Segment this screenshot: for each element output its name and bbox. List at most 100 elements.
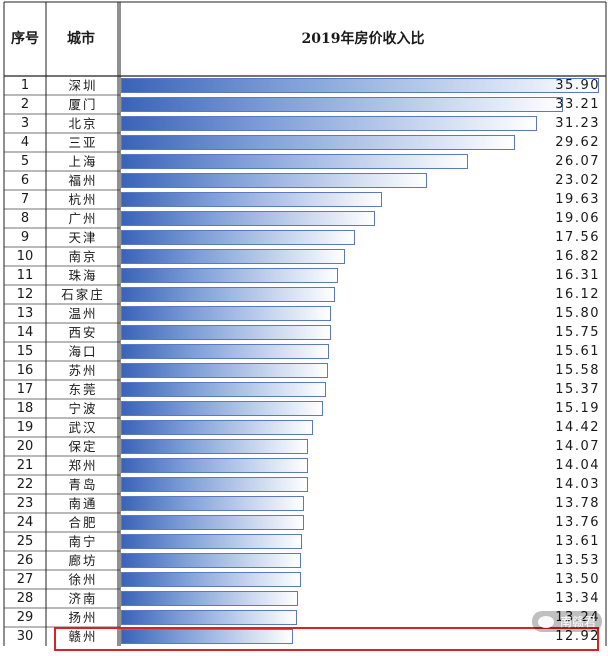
row-city: 石家庄 <box>61 287 105 302</box>
bar-3 <box>121 116 537 131</box>
bar-7 <box>121 192 382 207</box>
bar-6 <box>121 173 427 188</box>
row-city: 扬州 <box>68 610 98 625</box>
row-city: 西安 <box>68 325 98 340</box>
row-rank: 22 <box>16 477 34 492</box>
value-label: 19.06 <box>555 211 600 226</box>
row-rank: 15 <box>16 344 34 359</box>
row-city: 徐州 <box>68 572 98 587</box>
watermark-text: 南赣君 <box>559 615 596 629</box>
value-label: 29.62 <box>555 135 600 150</box>
value-label: 16.12 <box>555 287 600 302</box>
bar-18 <box>121 401 323 416</box>
row-city: 合肥 <box>68 515 98 530</box>
row-rank: 3 <box>20 116 30 131</box>
row-rank: 29 <box>16 610 34 625</box>
value-label: 14.04 <box>555 458 600 473</box>
row-rank: 9 <box>20 230 30 245</box>
value-label: 16.31 <box>555 268 600 283</box>
row-rank: 27 <box>16 572 34 587</box>
row-rank: 23 <box>16 496 34 511</box>
row-rank: 24 <box>16 515 34 530</box>
value-label: 23.02 <box>555 173 600 188</box>
bar-22 <box>121 477 308 492</box>
row-city: 厦门 <box>68 97 98 112</box>
value-label: 26.07 <box>555 154 600 169</box>
bar-8 <box>121 211 375 226</box>
row-rank: 5 <box>20 154 30 169</box>
row-rank: 10 <box>16 249 34 264</box>
watermark: 南赣君 <box>531 611 602 632</box>
row-rank: 19 <box>16 420 34 435</box>
row-city: 珠海 <box>68 268 98 283</box>
row-city: 郑州 <box>68 458 98 473</box>
value-label: 13.50 <box>555 572 600 587</box>
row-city: 青岛 <box>68 477 98 492</box>
row-city: 上海 <box>68 154 98 169</box>
bar-29 <box>121 610 297 625</box>
row-city: 宁波 <box>68 401 98 416</box>
value-label: 13.61 <box>555 534 600 549</box>
row-city: 武汉 <box>68 420 98 435</box>
row-rank: 18 <box>16 401 34 416</box>
row-city: 温州 <box>68 306 98 321</box>
value-label: 15.75 <box>555 325 600 340</box>
row-city: 福州 <box>68 173 98 188</box>
bar-2 <box>121 97 563 112</box>
row-rank: 17 <box>16 382 34 397</box>
value-label: 13.76 <box>555 515 600 530</box>
bar-4 <box>121 135 515 150</box>
bar-13 <box>121 306 331 321</box>
value-label: 14.07 <box>555 439 600 454</box>
row-city: 东莞 <box>68 382 98 397</box>
row-rank: 16 <box>16 363 34 378</box>
row-rank: 8 <box>20 211 30 226</box>
bar-28 <box>121 591 298 606</box>
value-label: 33.21 <box>555 97 600 112</box>
value-label: 13.78 <box>555 496 600 511</box>
bar-25 <box>121 534 302 549</box>
row-city: 北京 <box>68 116 98 131</box>
row-city: 天津 <box>68 230 98 245</box>
row-city: 南通 <box>68 496 98 511</box>
bar-30 <box>121 629 293 644</box>
row-rank: 1 <box>20 78 30 93</box>
value-label: 15.19 <box>555 401 600 416</box>
bar-27 <box>121 572 301 587</box>
value-label: 14.03 <box>555 477 600 492</box>
value-label: 17.56 <box>555 230 600 245</box>
row-rank: 26 <box>16 553 34 568</box>
highlight-box <box>54 627 599 651</box>
wechat-icon <box>537 615 554 628</box>
bar-1 <box>121 78 599 93</box>
row-rank: 12 <box>16 287 34 302</box>
row-rank: 4 <box>20 135 30 150</box>
row-city: 廊坊 <box>68 553 98 568</box>
bar-14 <box>121 325 331 340</box>
bar-24 <box>121 515 304 530</box>
row-city: 南宁 <box>68 534 98 549</box>
row-city: 济南 <box>68 591 98 606</box>
header-seq: 序号 <box>11 31 39 47</box>
row-city: 海口 <box>68 344 98 359</box>
value-label: 13.53 <box>555 553 600 568</box>
row-city: 广州 <box>68 211 98 226</box>
value-label: 16.82 <box>555 249 600 264</box>
row-rank: 14 <box>16 325 34 340</box>
value-label: 19.63 <box>555 192 600 207</box>
value-label: 35.90 <box>555 78 600 93</box>
bar-21 <box>121 458 308 473</box>
bar-17 <box>121 382 326 397</box>
row-rank: 20 <box>16 439 34 454</box>
bar-9 <box>121 230 355 245</box>
row-city: 保定 <box>68 439 98 454</box>
row-rank: 30 <box>16 629 34 644</box>
row-rank: 7 <box>20 192 30 207</box>
bar-10 <box>121 249 345 264</box>
row-city: 杭州 <box>68 192 98 207</box>
value-label: 14.42 <box>555 420 600 435</box>
bar-11 <box>121 268 338 283</box>
bar-20 <box>121 439 308 454</box>
value-label: 13.34 <box>555 591 600 606</box>
